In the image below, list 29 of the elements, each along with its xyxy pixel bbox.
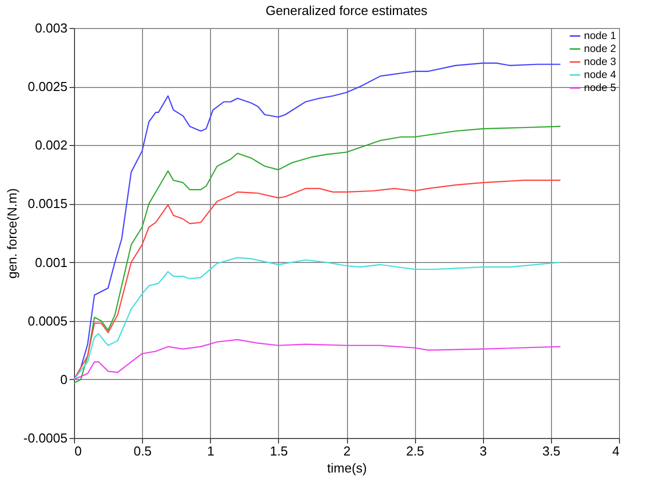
x-tick-label: 2 bbox=[343, 444, 351, 458]
x-tick-label: 4 bbox=[612, 444, 620, 458]
line-series bbox=[73, 180, 562, 380]
x-tick-label: 0 bbox=[74, 444, 82, 458]
y-axis-title: gen. force(N.m) bbox=[4, 188, 20, 279]
line-series bbox=[73, 257, 562, 380]
legend-label: node 4 bbox=[584, 69, 616, 81]
legend-label: node 2 bbox=[584, 43, 616, 55]
y-tick-label: 0.003 bbox=[34, 20, 68, 36]
x-tick-label: 0.5 bbox=[134, 444, 152, 458]
y-tick-label: -0.0005 bbox=[23, 430, 68, 446]
legend-label: node 1 bbox=[584, 30, 616, 42]
y-tick-label: 0.0015 bbox=[28, 196, 68, 212]
y-tick-label: 0.001 bbox=[34, 254, 68, 270]
line-series bbox=[73, 339, 562, 380]
line-series bbox=[73, 126, 562, 384]
x-tick-label: 2.5 bbox=[406, 444, 424, 458]
x-axis-title: time(s) bbox=[327, 460, 367, 476]
x-tick-label: 1 bbox=[207, 444, 214, 458]
y-tick-label: 0.002 bbox=[34, 138, 68, 153]
x-tick-label: 3 bbox=[480, 444, 487, 458]
x-tick-label: 3.5 bbox=[542, 444, 560, 458]
legend-label: node 5 bbox=[584, 82, 616, 94]
legend-label: node 3 bbox=[584, 56, 616, 68]
y-tick-label: 0.0025 bbox=[28, 79, 68, 94]
y-tick-label: 0.0005 bbox=[28, 313, 68, 328]
x-tick-label: 1.5 bbox=[270, 444, 288, 458]
chart-title: Generalized force estimates bbox=[266, 3, 428, 18]
y-tick-label: 0 bbox=[60, 372, 68, 387]
